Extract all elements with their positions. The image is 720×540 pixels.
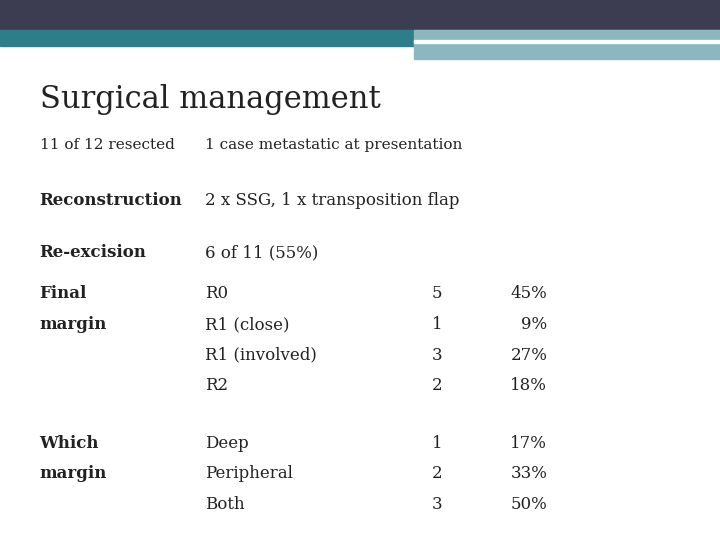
Text: 3: 3 bbox=[432, 496, 443, 513]
Text: 18%: 18% bbox=[510, 377, 547, 394]
Bar bbox=[414, 30, 720, 59]
Text: 45%: 45% bbox=[510, 285, 547, 302]
Text: 11 of 12 resected: 11 of 12 resected bbox=[40, 138, 174, 152]
Text: 5: 5 bbox=[432, 285, 443, 302]
Text: 9%: 9% bbox=[521, 316, 547, 333]
Text: 2: 2 bbox=[432, 465, 443, 482]
Text: R0: R0 bbox=[205, 285, 228, 302]
Text: 27%: 27% bbox=[510, 347, 547, 363]
Bar bbox=[0, 30, 720, 46]
Text: 17%: 17% bbox=[510, 435, 547, 451]
Text: 1 case metastatic at presentation: 1 case metastatic at presentation bbox=[205, 138, 462, 152]
Text: R2: R2 bbox=[205, 377, 228, 394]
Text: R1 (involved): R1 (involved) bbox=[205, 347, 317, 363]
Text: 33%: 33% bbox=[510, 465, 547, 482]
Bar bbox=[0, 0, 720, 30]
Text: Both: Both bbox=[205, 496, 245, 513]
Text: 3: 3 bbox=[432, 347, 443, 363]
Bar bbox=[414, 40, 720, 43]
Text: R1 (close): R1 (close) bbox=[205, 316, 289, 333]
Text: 2: 2 bbox=[432, 377, 443, 394]
Text: 6 of 11 (55%): 6 of 11 (55%) bbox=[205, 244, 318, 261]
Text: margin: margin bbox=[40, 465, 107, 482]
Text: Reconstruction: Reconstruction bbox=[40, 192, 182, 208]
Text: Which: Which bbox=[40, 435, 99, 451]
Text: Deep: Deep bbox=[205, 435, 249, 451]
Text: Re-excision: Re-excision bbox=[40, 244, 146, 261]
Text: 2 x SSG, 1 x transposition flap: 2 x SSG, 1 x transposition flap bbox=[205, 192, 459, 208]
Text: 1: 1 bbox=[432, 316, 443, 333]
Text: Surgical management: Surgical management bbox=[40, 84, 380, 114]
Text: Peripheral: Peripheral bbox=[205, 465, 293, 482]
Text: 50%: 50% bbox=[510, 496, 547, 513]
Text: 1: 1 bbox=[432, 435, 443, 451]
Text: margin: margin bbox=[40, 316, 107, 333]
Text: Final: Final bbox=[40, 285, 87, 302]
